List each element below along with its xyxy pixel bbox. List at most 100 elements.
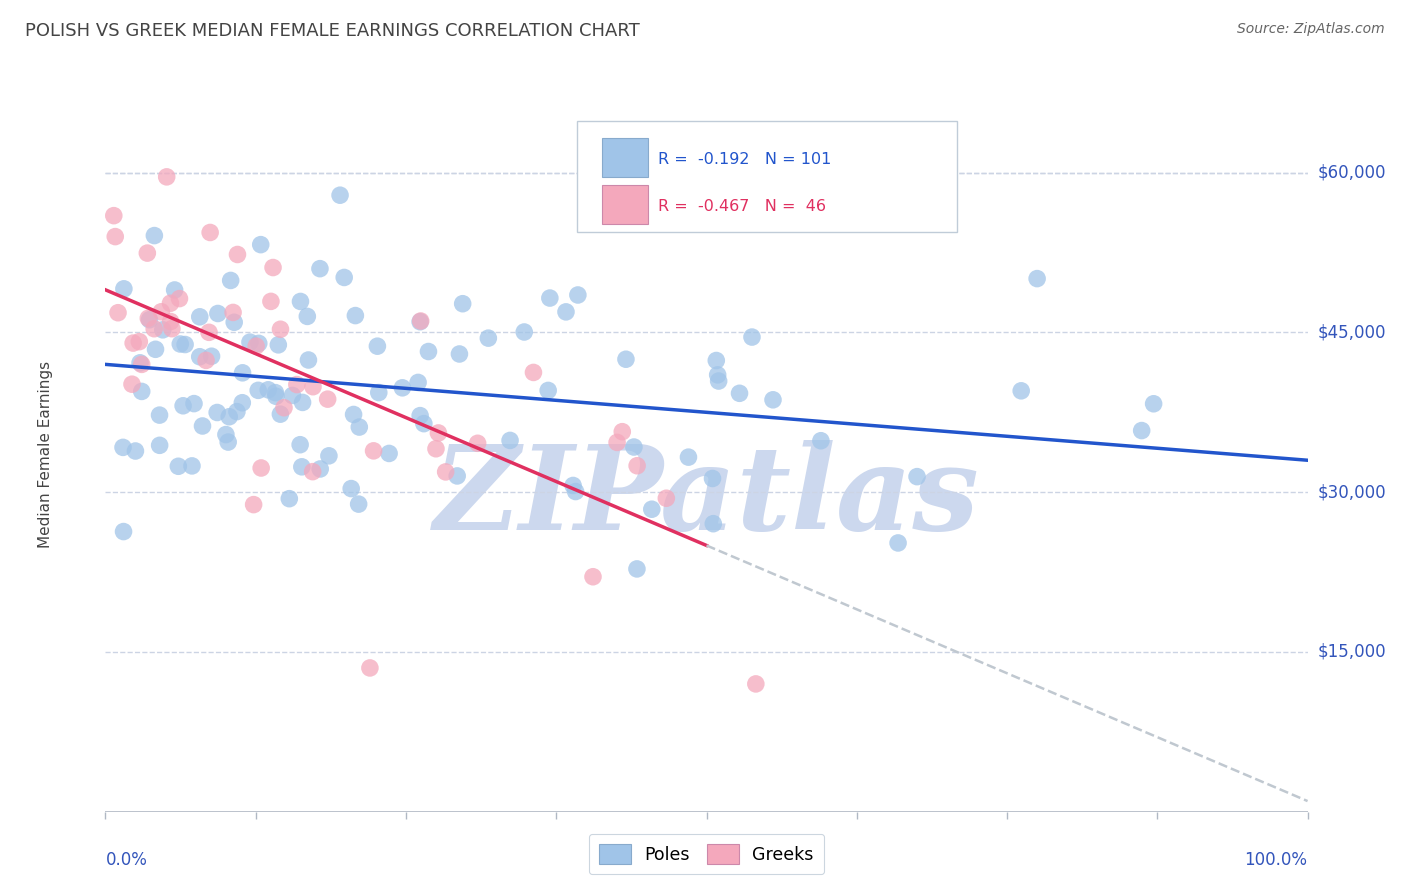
Point xyxy=(183,396,205,410)
Point xyxy=(131,358,153,372)
Point xyxy=(150,305,173,319)
Point xyxy=(302,380,325,394)
Point xyxy=(347,497,370,511)
Point xyxy=(342,408,364,422)
Point xyxy=(215,427,238,442)
Point xyxy=(257,383,280,397)
Point xyxy=(1130,424,1153,438)
Point xyxy=(159,314,181,328)
Point xyxy=(188,350,211,364)
Point xyxy=(359,661,381,675)
Point xyxy=(623,440,645,454)
Text: $15,000: $15,000 xyxy=(1317,643,1386,661)
Point xyxy=(128,334,150,349)
Point xyxy=(1026,271,1049,285)
Point xyxy=(301,465,323,479)
Point xyxy=(264,385,287,400)
Point xyxy=(626,458,648,473)
Point xyxy=(131,384,153,399)
Point xyxy=(446,469,468,483)
Point xyxy=(138,312,160,326)
Point xyxy=(148,408,170,422)
Point xyxy=(810,434,832,448)
Point xyxy=(291,459,314,474)
Text: R =  -0.192   N = 101: R = -0.192 N = 101 xyxy=(658,153,832,167)
Point xyxy=(702,471,724,485)
Point xyxy=(217,435,239,450)
Point xyxy=(409,314,432,328)
Point xyxy=(344,309,367,323)
FancyBboxPatch shape xyxy=(602,185,648,224)
Point xyxy=(103,209,125,223)
Point xyxy=(641,502,664,516)
Point xyxy=(112,282,135,296)
Point xyxy=(291,395,314,409)
Point xyxy=(409,409,432,423)
Point xyxy=(232,366,254,380)
Point xyxy=(219,273,242,287)
FancyBboxPatch shape xyxy=(602,138,648,178)
Point xyxy=(121,377,143,392)
Text: POLISH VS GREEK MEDIAN FEMALE EARNINGS CORRELATION CHART: POLISH VS GREEK MEDIAN FEMALE EARNINGS C… xyxy=(25,22,640,40)
Text: R =  -0.467   N =  46: R = -0.467 N = 46 xyxy=(658,199,827,214)
Point xyxy=(434,465,457,479)
Point xyxy=(567,288,589,302)
Point xyxy=(367,385,389,400)
Point xyxy=(409,315,432,329)
Point xyxy=(706,368,728,382)
Point xyxy=(174,337,197,351)
Point xyxy=(198,226,221,240)
Point xyxy=(181,458,204,473)
Point xyxy=(195,353,218,368)
Text: $45,000: $45,000 xyxy=(1317,324,1386,342)
Text: Median Female Earnings: Median Female Earnings xyxy=(38,361,53,549)
Point xyxy=(104,229,127,244)
Text: 0.0%: 0.0% xyxy=(105,851,148,869)
Point xyxy=(159,296,181,310)
Point xyxy=(245,339,267,353)
Point xyxy=(366,339,388,353)
Point xyxy=(250,461,273,475)
Point xyxy=(333,270,356,285)
Point xyxy=(218,409,240,424)
Point xyxy=(239,335,262,350)
Point xyxy=(418,344,440,359)
Point xyxy=(582,570,605,584)
Point xyxy=(340,482,363,496)
FancyBboxPatch shape xyxy=(576,121,956,232)
Point xyxy=(522,366,544,380)
Point xyxy=(702,516,724,531)
Point xyxy=(163,283,186,297)
Point xyxy=(247,336,270,351)
Point xyxy=(562,478,585,492)
Point xyxy=(329,188,352,202)
Point xyxy=(264,389,287,403)
Point xyxy=(905,469,928,483)
Point xyxy=(1143,397,1166,411)
Point xyxy=(260,294,283,309)
Point xyxy=(537,384,560,398)
Point xyxy=(297,310,319,324)
Point xyxy=(200,349,222,363)
Point xyxy=(222,305,245,319)
Point xyxy=(152,323,174,337)
Point xyxy=(269,407,291,421)
Point xyxy=(378,446,401,460)
Text: ZIPatlas: ZIPatlas xyxy=(433,441,980,555)
Text: Source: ZipAtlas.com: Source: ZipAtlas.com xyxy=(1237,22,1385,37)
Point xyxy=(205,405,228,419)
Point xyxy=(290,294,312,309)
Point xyxy=(278,491,301,506)
Point xyxy=(136,311,159,326)
Point xyxy=(564,484,586,499)
Point xyxy=(169,337,191,351)
Point xyxy=(226,247,249,261)
Point xyxy=(207,306,229,320)
Point xyxy=(316,392,339,406)
Point xyxy=(285,377,308,392)
Point xyxy=(262,260,284,275)
Point xyxy=(614,352,637,367)
Point xyxy=(160,321,183,335)
Point xyxy=(513,325,536,339)
Point xyxy=(477,331,499,345)
